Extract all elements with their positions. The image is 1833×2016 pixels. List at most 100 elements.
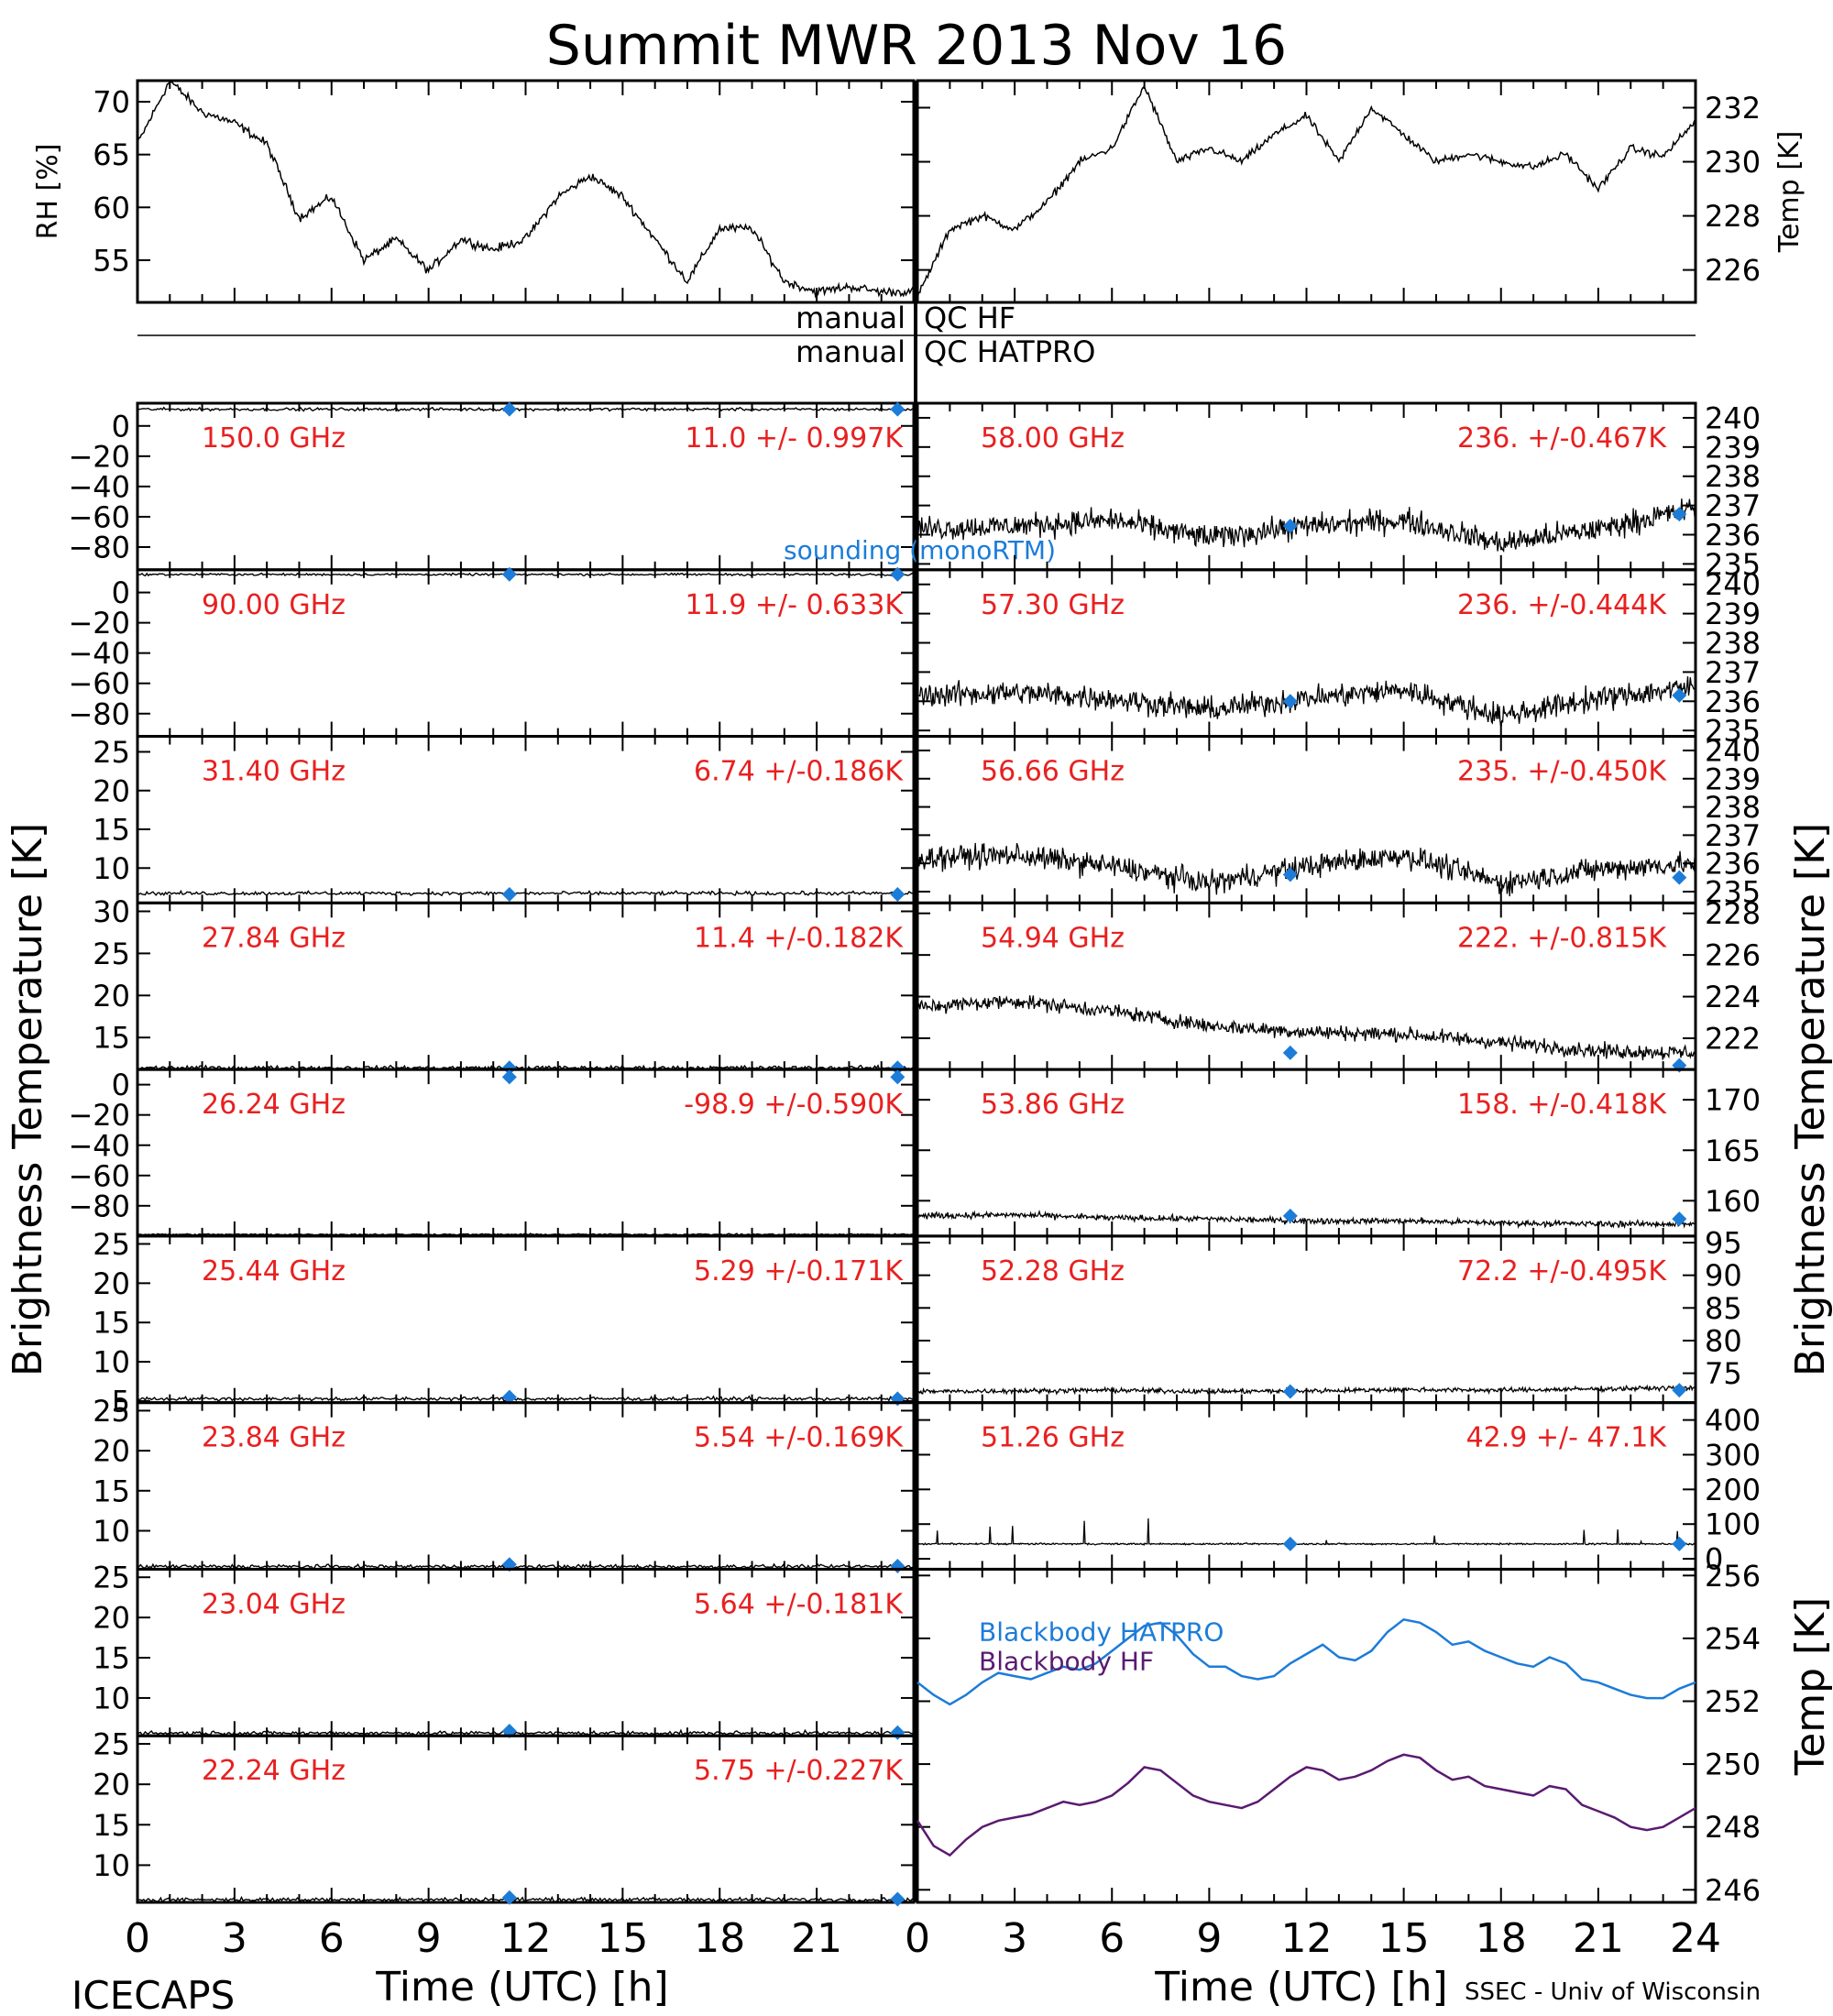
sounding-point bbox=[1282, 867, 1298, 882]
right-5-ytick-label: 90 bbox=[1705, 1258, 1742, 1293]
x-tick-label-right: 3 bbox=[1002, 1915, 1027, 1962]
right-5-ytick-label: 95 bbox=[1705, 1226, 1742, 1261]
x-tick-label-right: 0 bbox=[905, 1915, 930, 1962]
temp-y-axis-label: Temp [K] bbox=[1773, 131, 1806, 254]
temp-ytick-label: 232 bbox=[1705, 91, 1761, 126]
blackbody-legend-1: Blackbody HF bbox=[979, 1646, 1154, 1676]
right-trace-5 bbox=[916, 1384, 1696, 1396]
left-6-ytick-label: 15 bbox=[93, 1474, 130, 1508]
left-5-ytick-label: 15 bbox=[93, 1306, 130, 1341]
sounding-point bbox=[501, 1389, 517, 1405]
sounding-point bbox=[1282, 1384, 1298, 1399]
right-channel-freq: 52.28 GHz bbox=[981, 1255, 1125, 1287]
left-4-ytick-label: −20 bbox=[68, 1098, 130, 1133]
sounding-point bbox=[501, 1890, 517, 1905]
right-channel-stat: 236. +/-0.467K bbox=[1457, 422, 1667, 455]
left-1-ytick-label: −60 bbox=[68, 666, 130, 701]
left-5-ytick-label: 25 bbox=[93, 1227, 130, 1262]
left-channel-freq: 26.24 GHz bbox=[202, 1089, 346, 1121]
sounding-point bbox=[501, 1069, 517, 1085]
sounding-point bbox=[890, 1558, 906, 1573]
x-tick-label-left: 15 bbox=[597, 1915, 648, 1962]
right-channel-stat: 235. +/-0.450K bbox=[1457, 756, 1667, 788]
left-6-ytick-label: 20 bbox=[93, 1434, 130, 1469]
left-7-ytick-label: 15 bbox=[93, 1641, 130, 1676]
right-6-ytick-label: 0 bbox=[1705, 1542, 1723, 1577]
left-8-ytick-label: 10 bbox=[93, 1848, 130, 1883]
footer-right: SSEC - Univ of Wisconsin bbox=[1465, 1978, 1761, 2006]
right-0-ytick-label: 238 bbox=[1705, 459, 1761, 494]
left-trace-4 bbox=[137, 1233, 915, 1236]
left-channel-freq: 25.44 GHz bbox=[202, 1255, 346, 1287]
rh-ytick-label: 55 bbox=[93, 243, 130, 278]
right-channel-stat: 72.2 +/-0.495K bbox=[1457, 1255, 1667, 1287]
right-2-ytick-label: 240 bbox=[1705, 733, 1761, 768]
left-4-ytick-label: −40 bbox=[68, 1128, 130, 1163]
x-tick-label-left: 3 bbox=[222, 1915, 247, 1962]
blackbody-series-0 bbox=[916, 1617, 1696, 1706]
x-tick-label-right: 9 bbox=[1196, 1915, 1222, 1962]
x-tick-label-left: 9 bbox=[416, 1915, 442, 1962]
right-trace-3 bbox=[916, 995, 1696, 1061]
right-1-ytick-label: 240 bbox=[1705, 567, 1761, 602]
left-channel-freq: 90.00 GHz bbox=[202, 589, 346, 621]
rh-panel-frame bbox=[136, 79, 916, 304]
left-channel-freq: 31.40 GHz bbox=[202, 756, 346, 788]
left-0-ytick-label: −20 bbox=[68, 439, 130, 474]
qc-value: QC HATPRO bbox=[924, 334, 1095, 369]
left-4-ytick-label: −80 bbox=[68, 1189, 130, 1223]
left-trace-1 bbox=[137, 572, 915, 577]
left-trace-2 bbox=[137, 889, 915, 897]
x-tick-label-right: 24 bbox=[1670, 1915, 1721, 1962]
bb-ytick-label: 248 bbox=[1705, 1810, 1761, 1845]
right-0-ytick-label: 237 bbox=[1705, 488, 1761, 523]
right-0-ytick-label: 236 bbox=[1705, 518, 1761, 553]
right-2-ytick-label: 237 bbox=[1705, 818, 1761, 853]
right-3-ytick-label: 226 bbox=[1705, 938, 1761, 973]
left-4-ytick-label: 0 bbox=[112, 1068, 130, 1102]
sounding-point bbox=[890, 1891, 906, 1907]
right-2-ytick-label: 238 bbox=[1705, 790, 1761, 825]
right-4-ytick-label: 170 bbox=[1705, 1083, 1761, 1118]
right-0-ytick-label: 235 bbox=[1705, 547, 1761, 582]
right-6-ytick-label: 200 bbox=[1705, 1473, 1761, 1507]
left-channel-stat: 5.75 +/-0.227K bbox=[694, 1755, 904, 1787]
sounding-point bbox=[890, 401, 906, 417]
x-tick-label-left: 6 bbox=[319, 1915, 345, 1962]
right-channel-freq: 51.26 GHz bbox=[981, 1422, 1125, 1454]
left-0-ytick-label: −80 bbox=[68, 531, 130, 565]
x-tick-label-right: 12 bbox=[1281, 1915, 1333, 1962]
left-channel-stat: 5.64 +/-0.181K bbox=[694, 1588, 904, 1620]
left-6-ytick-label: 25 bbox=[93, 1394, 130, 1429]
left-trace-0 bbox=[137, 406, 915, 412]
right-3-ytick-label: 222 bbox=[1705, 1022, 1761, 1057]
x-tick-label-left: 21 bbox=[791, 1915, 842, 1962]
left-5-ytick-label: 20 bbox=[93, 1266, 130, 1301]
left-channel-freq: 150.0 GHz bbox=[202, 422, 346, 455]
right-6-ytick-label: 300 bbox=[1705, 1438, 1761, 1473]
bb-ytick-label: 256 bbox=[1705, 1559, 1761, 1594]
left-2-ytick-label: 25 bbox=[93, 735, 130, 770]
left-3-ytick-label: 25 bbox=[93, 937, 130, 971]
x-axis-label-left: Time (UTC) [h] bbox=[375, 1964, 668, 2011]
left-5-ytick-label: 5 bbox=[112, 1384, 130, 1419]
right-trace-6 bbox=[916, 1517, 1696, 1547]
left-channel-freq: 27.84 GHz bbox=[202, 922, 346, 954]
right-channel-stat: 236. +/-0.444K bbox=[1457, 589, 1667, 621]
sounding-point bbox=[1672, 687, 1687, 703]
sounding-point bbox=[1672, 1211, 1687, 1227]
left-2-ytick-label: 15 bbox=[93, 813, 130, 848]
right-5-ytick-label: 75 bbox=[1705, 1356, 1742, 1391]
sounding-point bbox=[1672, 1536, 1687, 1551]
right-2-ytick-label: 235 bbox=[1705, 875, 1761, 910]
right-3-ytick-label: 228 bbox=[1705, 896, 1761, 931]
sounding-point bbox=[890, 887, 906, 903]
left-3-ytick-label: 15 bbox=[93, 1021, 130, 1056]
left-8-ytick-label: 25 bbox=[93, 1727, 130, 1762]
qc-value: QC HF bbox=[924, 301, 1015, 335]
temp-ytick-label: 228 bbox=[1705, 199, 1761, 234]
left-3-ytick-label: 30 bbox=[93, 894, 130, 929]
rh-ytick-label: 70 bbox=[93, 85, 130, 120]
right-channel-freq: 56.66 GHz bbox=[981, 756, 1125, 788]
